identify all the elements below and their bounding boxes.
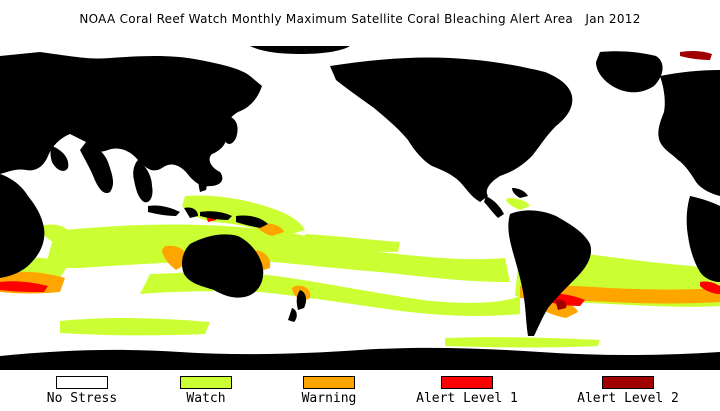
eurasia-west <box>0 52 262 187</box>
legend-label-no-stress: No Stress <box>46 391 118 406</box>
southeast-asia <box>133 160 153 203</box>
legend-swatch-no-stress <box>56 376 108 389</box>
alert-level-1-zones <box>0 211 720 306</box>
greenland <box>596 51 663 93</box>
legend-label-warning: Warning <box>301 391 357 406</box>
legend-swatch-watch <box>180 376 232 389</box>
legend-no-stress: No Stress <box>17 374 147 411</box>
legend-label-alert-level-1: Alert Level 1 <box>416 391 518 406</box>
south-america <box>508 210 592 336</box>
africa <box>0 174 45 278</box>
legend-label-alert-level-2: Alert Level 2 <box>577 391 679 406</box>
map-title: NOAA Coral Reef Watch Monthly Maximum Sa… <box>79 12 641 26</box>
legend: No Stress Watch Warning Alert Level 1 Al… <box>0 374 720 411</box>
legend-swatch-alert-level-1 <box>441 376 493 389</box>
legend-alert-level-1: Alert Level 1 <box>402 374 532 411</box>
legend-alert-level-2: Alert Level 2 <box>563 374 693 411</box>
legend-watch: Watch <box>141 374 271 411</box>
north-america <box>330 57 573 203</box>
australia <box>182 234 264 298</box>
bleaching-alert-map <box>0 46 720 370</box>
land-masses <box>0 46 720 370</box>
antarctica <box>0 347 720 370</box>
legend-swatch-alert-level-2 <box>602 376 654 389</box>
indian-subcontinent <box>80 142 114 194</box>
eurasia-east <box>658 70 720 196</box>
legend-label-watch: Watch <box>186 391 226 406</box>
legend-swatch-warning <box>303 376 355 389</box>
legend-warning: Warning <box>264 374 394 411</box>
